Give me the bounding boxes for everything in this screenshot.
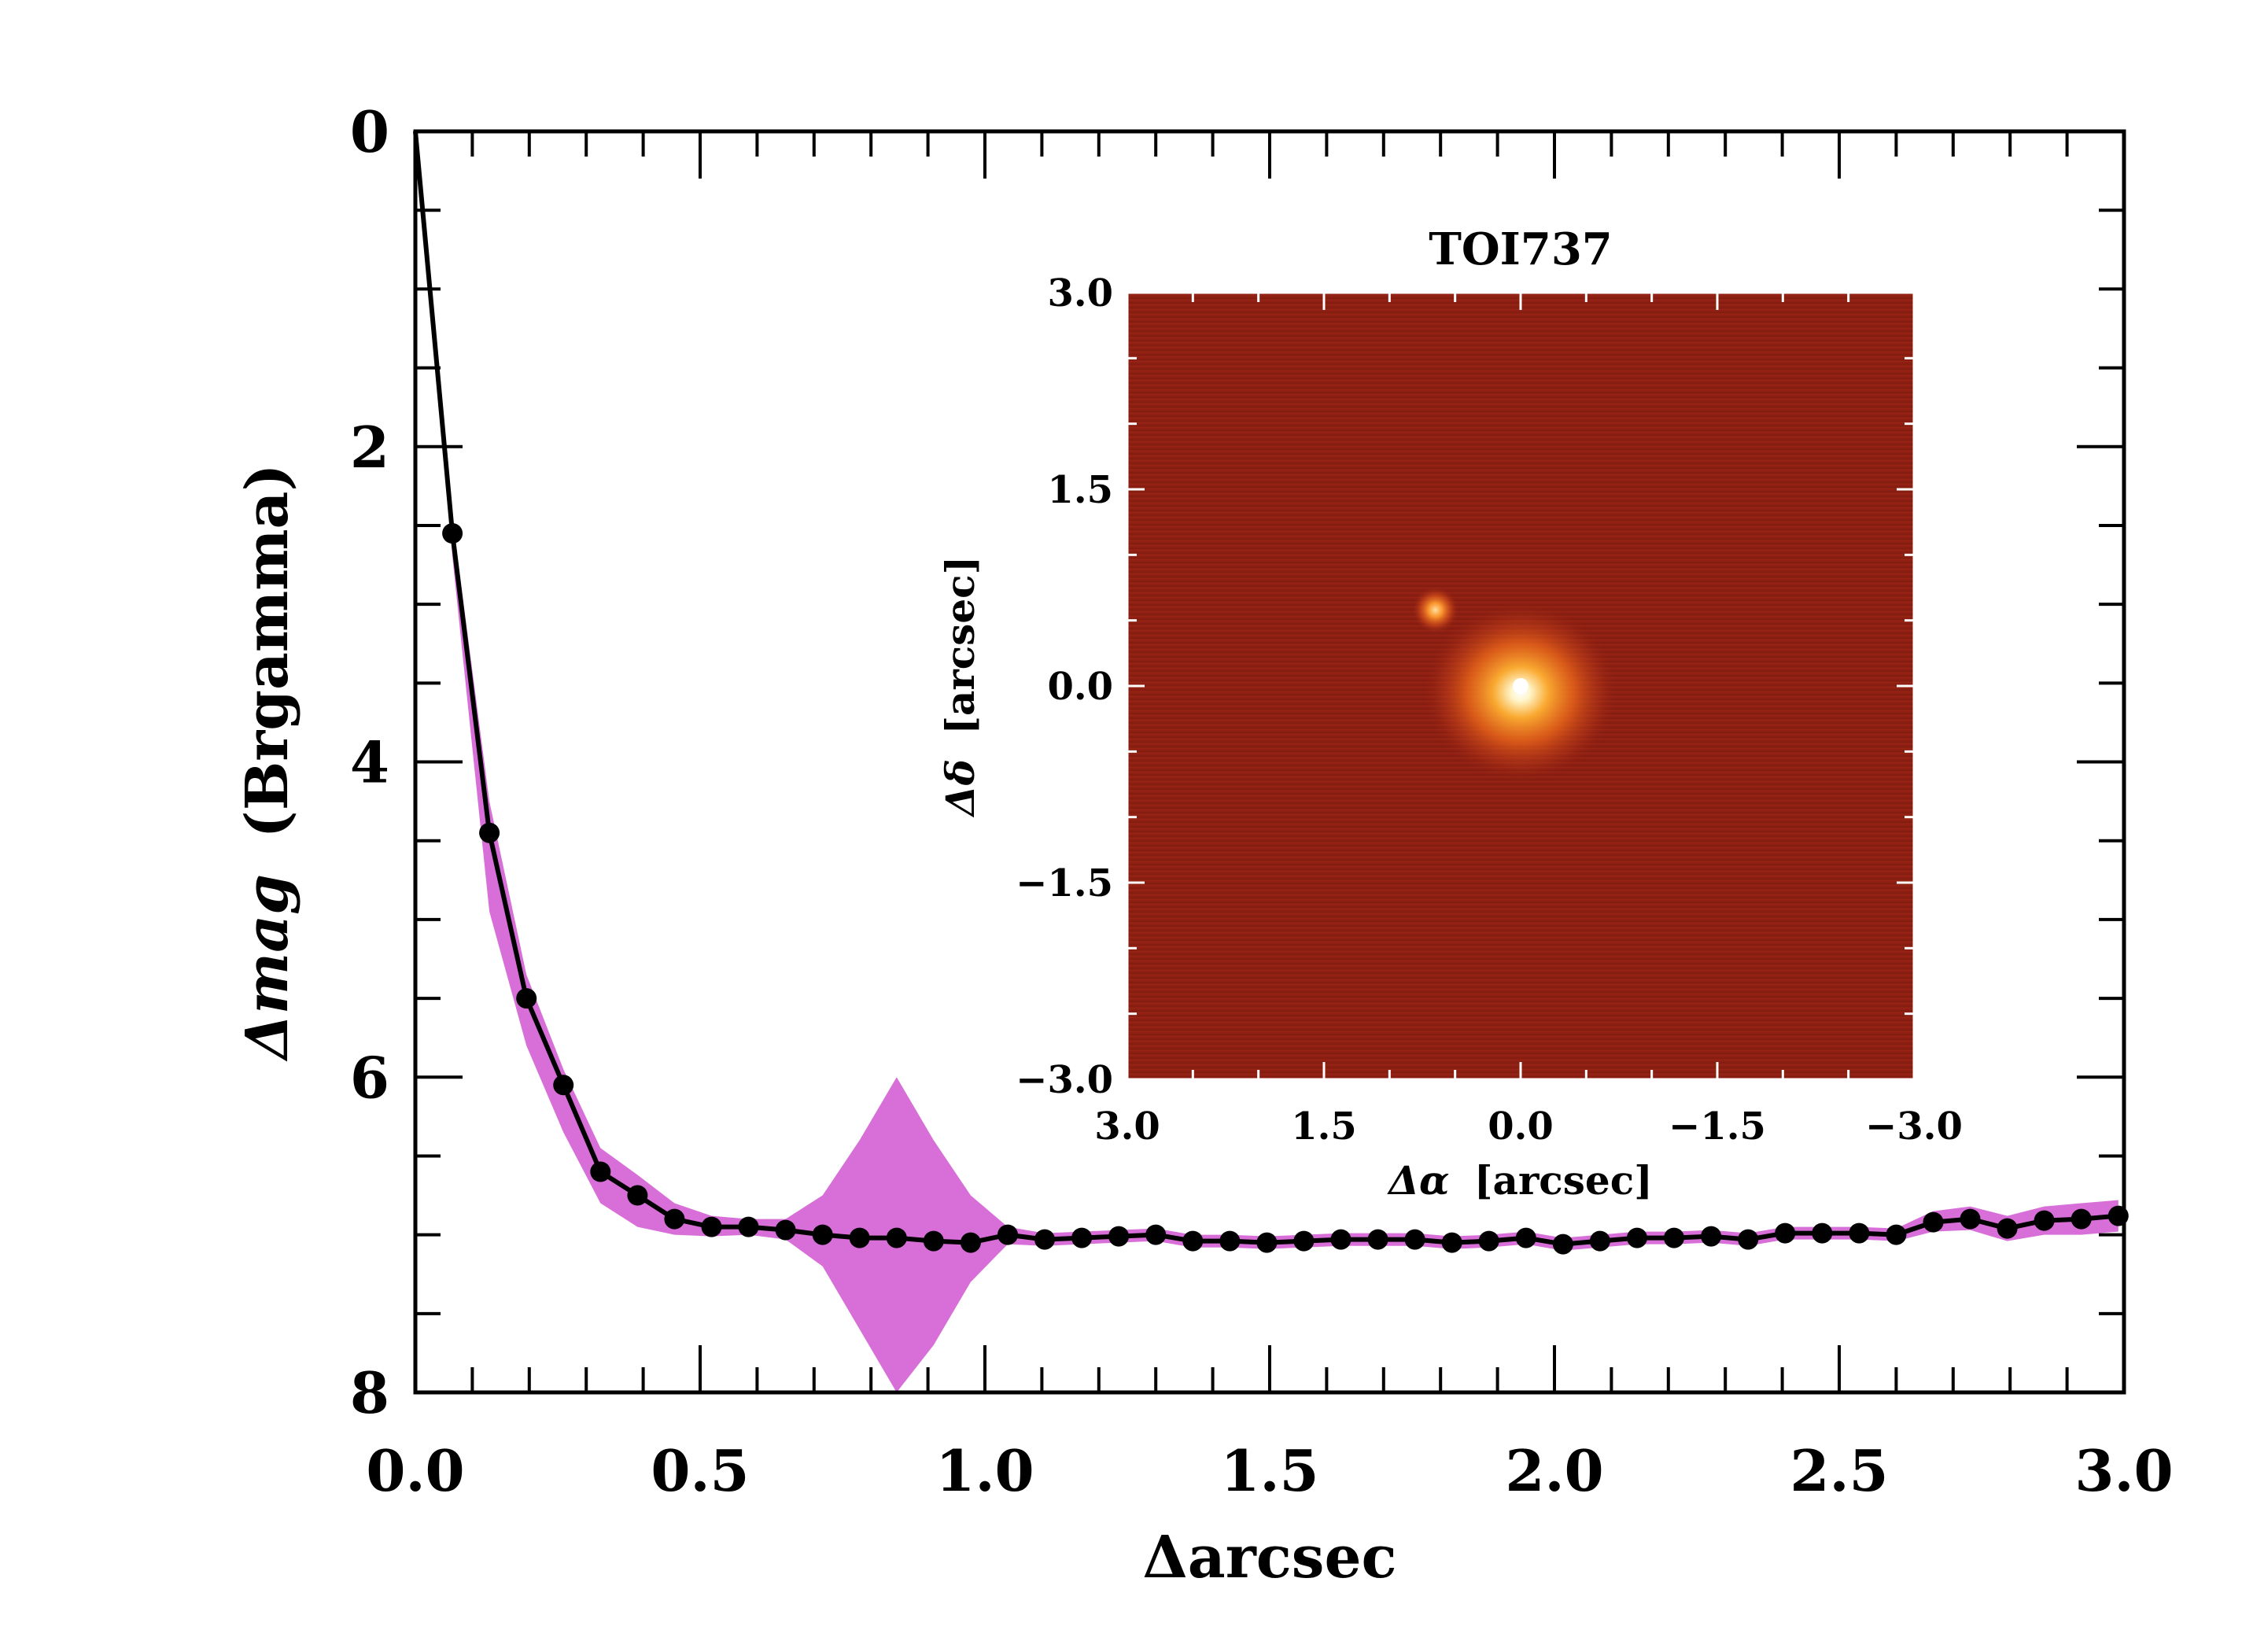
inset-x-tick-labels: 3.0 1.5 0.0 −1.5 −3.0 <box>1094 1104 1963 1149</box>
x-tick-labels: 0.0 0.5 1.0 1.5 2.0 2.5 3.0 <box>366 1437 2173 1504</box>
data-point <box>812 1224 833 1245</box>
data-point <box>1627 1227 1647 1248</box>
data-point <box>1997 1218 2018 1239</box>
data-point <box>1923 1211 1944 1233</box>
inset-y-tick-label: −1.5 <box>1016 861 1113 905</box>
inset-x-tick-label: 0.0 <box>1488 1104 1554 1149</box>
y-tick-label: 4 <box>350 729 389 796</box>
data-point <box>2034 1210 2055 1231</box>
data-point <box>1145 1224 1167 1245</box>
x-tick-label: 2.5 <box>1790 1437 1888 1504</box>
data-point <box>1034 1229 1055 1250</box>
data-point <box>1664 1227 1684 1248</box>
data-point <box>701 1216 722 1237</box>
inset-y-tick-label: 3.0 <box>1047 271 1113 315</box>
data-point <box>1886 1224 1907 1245</box>
x-tick-label: 1.0 <box>935 1437 1034 1504</box>
inset-y-tick-label: 0.0 <box>1047 665 1113 709</box>
inset-image-panel: TOI737 3.0 1.5 0.0 −1.5 −3.0 3.0 1.5 0.0 −1.5 −3… <box>937 223 1963 1204</box>
data-point <box>627 1185 648 1206</box>
data-point <box>1256 1232 1278 1253</box>
inset-sources <box>1411 586 1619 783</box>
source-companion <box>1411 586 1459 634</box>
data-point <box>1589 1230 1610 1252</box>
inset-y-axis-label-unit: [arcsec] <box>937 556 983 735</box>
data-point <box>553 1075 574 1096</box>
inset-x-tick-label: −1.5 <box>1669 1104 1766 1149</box>
data-point <box>1515 1227 1536 1248</box>
inset-x-axis-label-unit: [arcsec] <box>1474 1157 1653 1204</box>
data-point <box>997 1224 1018 1245</box>
x-tick-label: 0.5 <box>651 1437 749 1504</box>
y-tick-label: 8 <box>350 1359 389 1426</box>
data-point <box>1071 1227 1093 1248</box>
data-point <box>1441 1232 1462 1253</box>
inset-title: TOI737 <box>1429 223 1613 275</box>
inset-y-axis-label: Δδ [arcsec] <box>937 556 983 818</box>
inset-x-tick-label: 3.0 <box>1094 1104 1160 1149</box>
data-point <box>1404 1229 1425 1250</box>
data-point <box>1330 1229 1351 1250</box>
source-primary-core <box>1513 678 1528 694</box>
data-point <box>775 1219 796 1241</box>
inset-ticks <box>1126 291 1916 1081</box>
data-point <box>1367 1229 1388 1250</box>
y-tick-label: 2 <box>350 414 389 481</box>
data-point <box>479 822 500 843</box>
inset-x-tick-label: −3.0 <box>1865 1104 1963 1149</box>
x-tick-label: 0.0 <box>366 1437 464 1504</box>
inset-x-axis-label: Δα [arcsec] <box>1386 1157 1653 1204</box>
inset-y-tick-labels: 3.0 1.5 0.0 −1.5 −3.0 <box>1016 271 1113 1102</box>
data-point <box>1738 1229 1759 1250</box>
inset-y-tick-label: −3.0 <box>1016 1058 1113 1102</box>
y-tick-labels: 0 2 4 6 8 <box>350 98 389 1426</box>
data-point <box>442 523 463 544</box>
data-point <box>1478 1230 1499 1252</box>
y-tick-label: 0 <box>350 98 389 165</box>
x-tick-label: 3.0 <box>2074 1437 2173 1504</box>
main-plot: 0.0 0.5 1.0 1.5 2.0 2.5 3.0 0 2 4 6 8 Δarcsec Δmag… <box>234 98 2174 1591</box>
inset-x-axis-label-math: Δα <box>1386 1157 1449 1204</box>
x-tick-label: 1.5 <box>1220 1437 1318 1504</box>
data-point <box>1812 1222 1833 1244</box>
data-point <box>1219 1230 1241 1252</box>
data-point <box>923 1230 944 1252</box>
inset-y-tick-label: 1.5 <box>1047 468 1113 512</box>
inset-y-axis-label-math: Δδ <box>937 759 983 818</box>
data-point <box>1775 1222 1796 1244</box>
data-point <box>1849 1222 1870 1244</box>
inset-x-tick-label: 1.5 <box>1291 1104 1357 1149</box>
data-point <box>1701 1226 1722 1247</box>
data-point <box>960 1232 981 1253</box>
data-point <box>1960 1208 1981 1230</box>
main-ticks <box>414 130 2126 1394</box>
y-axis-label: Δmag (Brgamma) <box>234 464 301 1063</box>
x-tick-label: 2.0 <box>1505 1437 1603 1504</box>
data-point <box>1552 1233 1573 1255</box>
y-axis-label-math: Δmag <box>234 874 301 1062</box>
data-point <box>590 1161 611 1182</box>
x-axis-label: Δarcsec <box>1142 1524 1396 1591</box>
data-point <box>664 1208 685 1230</box>
data-point <box>1293 1230 1315 1252</box>
data-point <box>738 1216 759 1237</box>
data-point <box>1108 1226 1130 1247</box>
data-point <box>516 988 537 1009</box>
data-point <box>849 1227 870 1248</box>
data-point <box>886 1227 907 1248</box>
y-tick-label: 6 <box>350 1044 389 1111</box>
data-point <box>1182 1230 1204 1252</box>
contrast-markers <box>442 523 2129 1255</box>
data-point <box>2071 1208 2092 1230</box>
y-axis-label-band: (Brgamma) <box>234 464 301 839</box>
